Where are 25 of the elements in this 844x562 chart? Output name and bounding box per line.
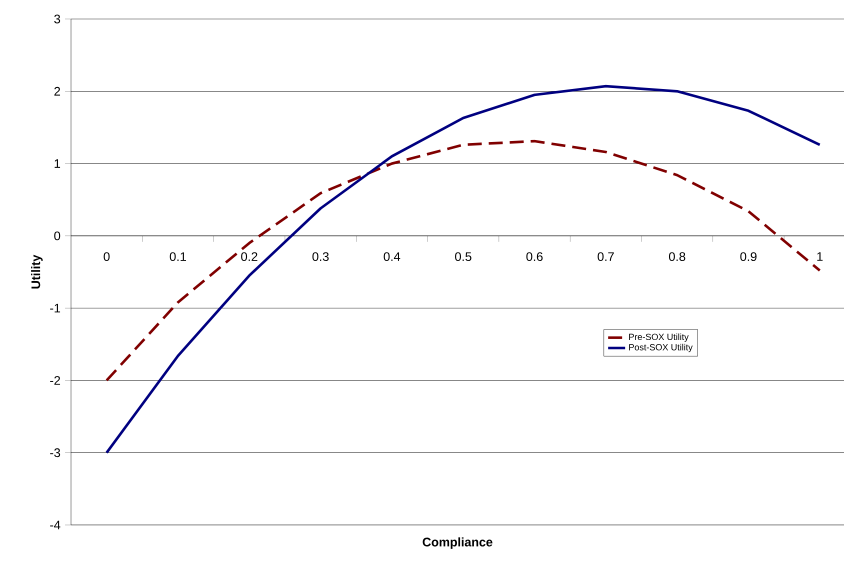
y-tick-label: 0 — [54, 231, 60, 240]
y-tick-label: -3 — [50, 448, 60, 458]
x-tick-label: 0.9 — [740, 252, 757, 262]
legend-label: Post-SOX Utility — [629, 344, 693, 352]
x-tick-label: 0.4 — [384, 252, 400, 262]
y-tick-label: -4 — [50, 520, 60, 530]
y-tick-label: -1 — [50, 304, 60, 312]
x-tick-label: 0.5 — [455, 252, 472, 262]
y-tick-label: 1 — [54, 159, 60, 168]
line-series — [105, 84, 822, 454]
x-tick-label: 0.2 — [241, 252, 258, 262]
x-axis-title: Compliance — [422, 537, 492, 549]
x-tick-label: 0.3 — [312, 252, 329, 262]
y-axis-title: Utility — [31, 254, 43, 289]
x-tick-label: 0.7 — [598, 252, 614, 262]
y-tick-label: -2 — [50, 376, 60, 385]
x-tick-label: 0.1 — [170, 252, 186, 262]
legend-label: Pre-SOX Utility — [629, 333, 689, 342]
x-tick-label: 0.6 — [526, 252, 543, 262]
y-tick-label: 2 — [54, 86, 60, 96]
x-tick-label: 0 — [104, 252, 110, 262]
x-tick-label: 0.8 — [668, 252, 686, 262]
x-tick-label: 1 — [817, 252, 823, 261]
line-series — [105, 140, 822, 382]
y-tick-label: 3 — [54, 14, 60, 24]
